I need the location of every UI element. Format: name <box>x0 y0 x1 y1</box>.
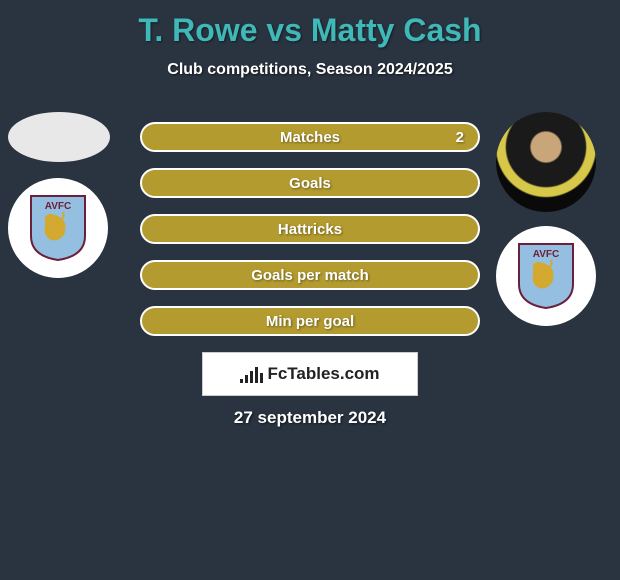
avfc-crest-icon: AVFC <box>27 194 89 262</box>
stat-value-right: 2 <box>456 129 464 146</box>
avfc-crest-icon: AVFC <box>515 242 577 310</box>
stat-label: Goals <box>289 175 331 192</box>
stat-label: Min per goal <box>266 313 354 330</box>
stat-bar-min-per-goal: Min per goal <box>140 306 480 336</box>
stat-bar-matches: Matches 2 <box>140 122 480 152</box>
svg-text:AVFC: AVFC <box>533 249 559 260</box>
fctables-logo: FcTables.com <box>240 364 379 384</box>
brand-text: FcTables.com <box>267 364 379 384</box>
stat-label: Goals per match <box>251 267 369 284</box>
page-title: T. Rowe vs Matty Cash <box>0 0 620 49</box>
club2-badge: AVFC <box>496 226 596 326</box>
stat-bar-goals-per-match: Goals per match <box>140 260 480 290</box>
stat-label: Matches <box>280 129 340 146</box>
left-column: AVFC <box>8 112 118 278</box>
footer-brand-box[interactable]: FcTables.com <box>202 352 418 396</box>
right-column: AVFC <box>496 112 606 326</box>
svg-text:AVFC: AVFC <box>45 201 71 212</box>
subtitle: Club competitions, Season 2024/2025 <box>0 61 620 79</box>
player2-avatar <box>496 112 596 212</box>
stat-bar-goals: Goals <box>140 168 480 198</box>
stat-label: Hattricks <box>278 221 342 238</box>
stat-bar-hattricks: Hattricks <box>140 214 480 244</box>
club1-badge: AVFC <box>8 178 108 278</box>
date-text: 27 september 2024 <box>0 408 620 428</box>
stats-column: Matches 2 Goals Hattricks Goals per matc… <box>140 122 480 352</box>
player1-avatar <box>8 112 110 162</box>
logo-bars-icon <box>240 365 263 383</box>
